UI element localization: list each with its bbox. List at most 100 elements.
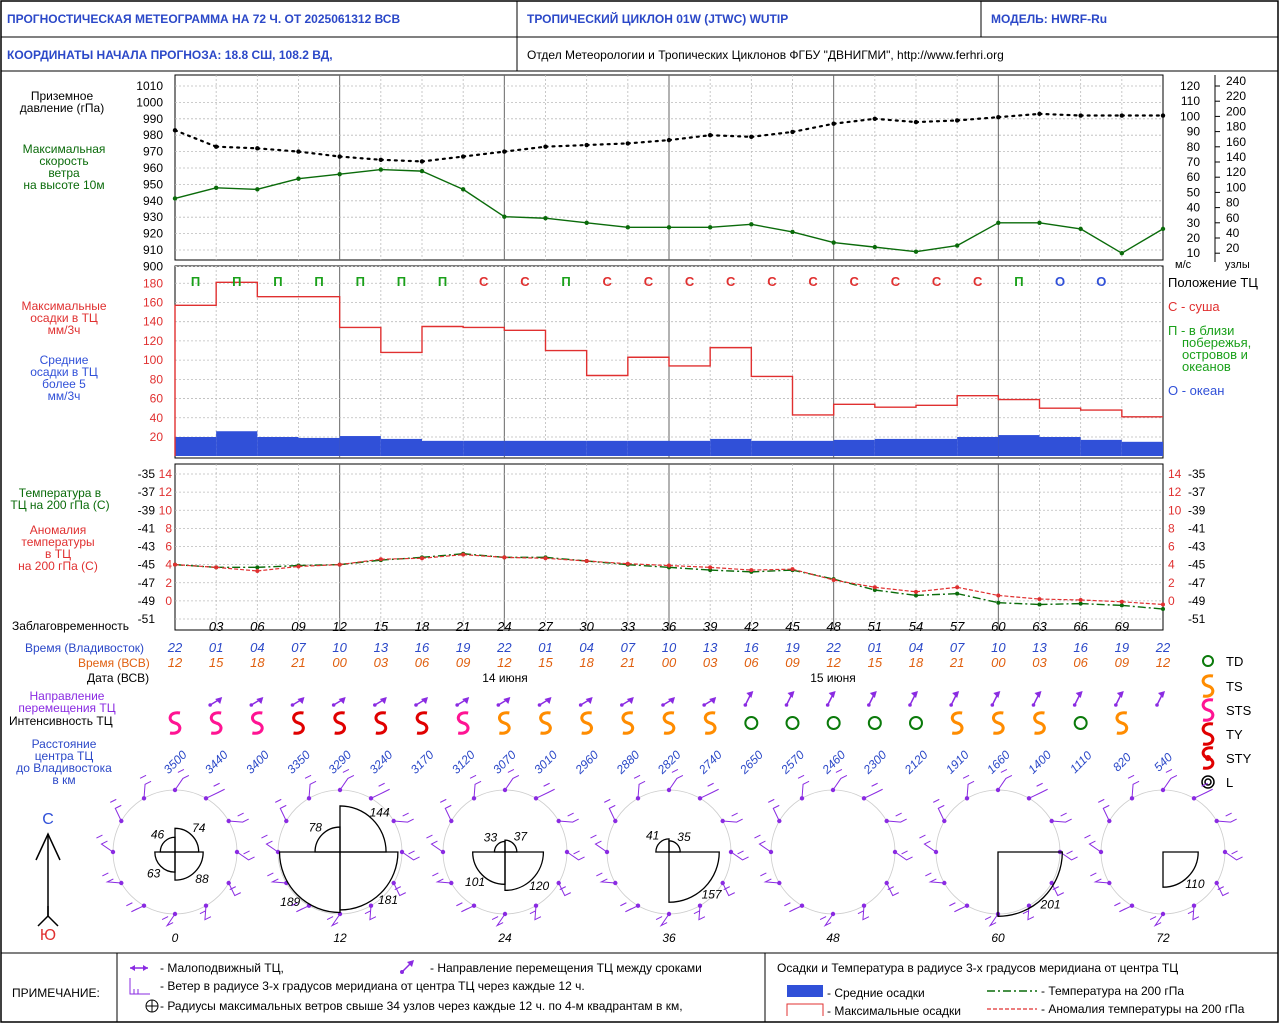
radius-quadrant (174, 827, 200, 853)
compass-south: Ю (40, 927, 56, 944)
pressure-segment (462, 150, 506, 158)
temp-segment (998, 601, 1040, 606)
anom-segment (957, 586, 999, 597)
utc-time: 09 (1115, 655, 1129, 670)
distance-value: 2570 (778, 748, 808, 778)
wind-segment (792, 231, 834, 244)
temp-tick: -43 (138, 540, 156, 554)
wind-barb (393, 812, 414, 823)
radius-lead-label: 12 (333, 931, 347, 945)
mean-precip-bar (1080, 439, 1122, 456)
lead-tick: 24 (496, 619, 511, 634)
direction-arrow-head (1158, 691, 1165, 698)
wind-barb (199, 905, 212, 921)
direction-arrow-head (462, 697, 470, 704)
pressure-segment (914, 119, 959, 124)
mean-precip-bar (957, 437, 999, 456)
direction-arrow-head (668, 697, 675, 704)
wind-segment (1039, 222, 1081, 230)
precip-tick: 20 (150, 430, 164, 444)
anom-tick: 14 (1168, 467, 1182, 481)
pressure-point (1160, 113, 1166, 118)
utc-time: 18 (250, 655, 265, 670)
mean-precip-bar (751, 440, 793, 456)
ts-icon (1033, 711, 1046, 735)
mean-precip-bar (257, 437, 299, 456)
date-label: Дата (ВСВ) (87, 671, 149, 685)
wind-barb (102, 872, 122, 884)
vlad-time: 16 (744, 640, 759, 655)
position-land: С - суша (1168, 299, 1220, 314)
vlad-time: 22 (167, 640, 183, 655)
max-precip-swatch (786, 1003, 824, 1016)
anom-tick: 10 (159, 503, 173, 517)
direction-arrow-tail (290, 703, 295, 707)
utc-time: 21 (290, 655, 305, 670)
lead-tick: 45 (785, 619, 800, 634)
td-icon (867, 716, 882, 730)
wind-barb (699, 782, 719, 799)
anom-segment (339, 558, 381, 566)
ts-icon (621, 711, 635, 735)
lead-tick: 51 (868, 619, 882, 634)
ms-tick: 80 (1187, 140, 1201, 154)
wind-barb (126, 902, 145, 913)
position-letter: О (1055, 274, 1065, 289)
anom-tick: 2 (165, 576, 172, 590)
position-coast: островов и (1182, 347, 1248, 362)
lead-tick: 21 (455, 619, 470, 634)
temp-tick: -37 (1188, 485, 1206, 499)
wind-axis-label: Максимальная (23, 142, 106, 156)
anom-segment (586, 560, 628, 565)
direction-arrow-tail (620, 703, 624, 707)
kt-tick: 240 (1226, 74, 1246, 88)
mean-precip-bar (669, 440, 711, 456)
lead-tick: 36 (662, 619, 677, 634)
pressure-segment (379, 158, 424, 163)
anom-tick: 14 (159, 467, 173, 481)
temp-tick: -37 (138, 485, 156, 499)
wind-barb (722, 812, 743, 823)
utc-time: 09 (456, 655, 470, 670)
temp-segment (1039, 602, 1081, 606)
radius-value: 78 (309, 820, 323, 834)
wind-barb (1216, 812, 1237, 823)
wind-segment (915, 244, 958, 253)
temp-tick: -41 (138, 521, 156, 535)
wind-barb (693, 905, 706, 921)
position-coast: побережья, (1182, 335, 1251, 350)
start-coords: КООРДИНАТЫ НАЧАЛА ПРОГНОЗА: 18.8 СШ, 108… (7, 48, 333, 62)
distance-value: 2740 (695, 748, 725, 778)
pressure-tick: 910 (143, 243, 163, 257)
direction-arrow-tail (373, 703, 377, 707)
wind-barb (925, 872, 945, 884)
utc-time: 09 (785, 655, 799, 670)
sts-icon (456, 711, 470, 735)
max-precip-step (174, 281, 1163, 456)
plot-area: 1010100099098097096095094093092091090018… (9, 74, 1258, 945)
utc-label: Время (ВСВ) (78, 656, 150, 670)
kt-tick: 180 (1226, 120, 1246, 134)
distance-value: 1400 (1025, 748, 1054, 777)
kt-tick: 220 (1226, 89, 1246, 103)
precip-tick: 180 (143, 276, 163, 290)
direction-arrow-tail (908, 703, 912, 707)
kt-tick: 60 (1226, 211, 1240, 225)
precip-tick: 60 (150, 392, 164, 406)
utc-time: 15 (538, 655, 553, 670)
pressure-segment (544, 143, 588, 148)
td-icon (744, 716, 759, 730)
lead-tick: 42 (744, 619, 759, 634)
wind-barb (620, 902, 639, 913)
wind-segment (257, 178, 299, 191)
wind-barb (393, 882, 406, 897)
mean-precip-swatch (787, 985, 823, 997)
wind-barb (754, 834, 772, 853)
pressure-segment (791, 122, 835, 134)
vlad-time: 01 (868, 640, 882, 655)
wind-barb (863, 782, 883, 799)
direction-arrow-head (828, 691, 836, 698)
legend-ts-icon (1201, 674, 1215, 698)
distance-value: 1660 (984, 748, 1013, 777)
direction-arrow-tail (249, 703, 254, 707)
